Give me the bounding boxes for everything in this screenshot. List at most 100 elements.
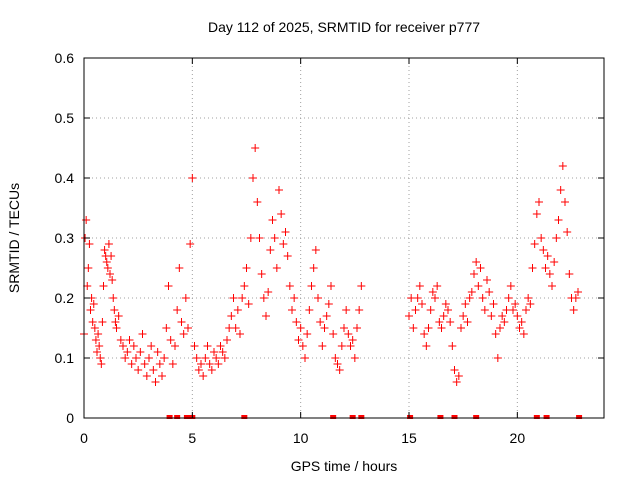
data-point (340, 324, 348, 332)
zero-marker (407, 415, 414, 419)
data-point (355, 306, 364, 314)
data-point (107, 252, 116, 260)
data-point (444, 306, 452, 314)
data-point (270, 234, 279, 242)
data-point (548, 282, 556, 290)
data-point (493, 354, 502, 362)
data-point (517, 318, 526, 326)
y-tick-label: 0.4 (55, 170, 75, 186)
zero-marker (174, 415, 181, 419)
data-point (188, 174, 197, 182)
data-point (420, 330, 429, 338)
data-point (190, 342, 199, 350)
data-point (342, 306, 351, 314)
data-point (251, 144, 260, 152)
y-axis-label: SRMTID / TECUs (6, 183, 22, 293)
zero-marker (576, 415, 583, 419)
data-point (181, 294, 190, 302)
x-tick-label: 10 (293, 430, 309, 446)
data-point (194, 366, 203, 374)
zero-marker (451, 415, 458, 419)
data-point (82, 216, 91, 224)
zero-marker (358, 415, 365, 419)
data-point (480, 306, 489, 314)
data-point (272, 264, 281, 272)
data-point (205, 360, 214, 368)
data-point (83, 282, 92, 290)
data-point (541, 264, 550, 272)
data-point (281, 228, 290, 236)
data-point (227, 312, 236, 320)
data-point (99, 282, 108, 290)
data-point (331, 354, 340, 362)
data-point (132, 354, 140, 362)
data-point (327, 282, 335, 290)
data-point (84, 264, 93, 272)
data-point (192, 354, 201, 362)
data-point (563, 228, 572, 236)
data-point (218, 348, 227, 356)
data-point (93, 348, 101, 356)
data-point (268, 216, 277, 224)
data-point (515, 324, 524, 332)
data-point (153, 348, 162, 356)
y-tick-label: 0.5 (55, 110, 75, 126)
data-point (160, 354, 169, 362)
data-point (290, 294, 299, 302)
data-point (461, 300, 470, 308)
data-point (422, 342, 431, 350)
data-point (168, 360, 177, 368)
data-point (509, 306, 517, 314)
data-point (114, 312, 123, 320)
data-point (186, 240, 195, 248)
data-point (411, 306, 420, 314)
data-point (474, 282, 483, 290)
zero-marker (349, 415, 356, 419)
data-point (441, 300, 450, 308)
data-point (104, 240, 113, 248)
data-point (554, 216, 563, 224)
data-point (116, 336, 125, 344)
zero-marker (473, 415, 480, 419)
data-point (413, 294, 422, 302)
data-point (465, 294, 474, 302)
data-point (428, 288, 437, 296)
data-point (233, 306, 242, 314)
data-point (491, 330, 500, 338)
data-point (526, 300, 535, 308)
data-point (467, 288, 476, 296)
data-point (177, 318, 186, 326)
data-point (504, 294, 513, 302)
data-point (537, 234, 546, 242)
zero-marker (241, 415, 248, 419)
y-tick-label: 0.1 (55, 350, 75, 366)
data-point (437, 324, 446, 332)
data-point (283, 252, 292, 260)
data-point (459, 312, 468, 320)
data-point (426, 306, 435, 314)
zero-marker (543, 415, 550, 419)
data-point (108, 276, 117, 284)
data-point (357, 282, 366, 290)
data-point (545, 270, 554, 278)
data-point (255, 234, 264, 242)
data-point (246, 234, 255, 242)
data-point (158, 372, 166, 380)
data-point (238, 294, 247, 302)
data-point (288, 306, 296, 314)
data-point (253, 198, 262, 206)
zero-marker (437, 415, 444, 419)
data-point (528, 264, 537, 272)
data-point (129, 342, 138, 350)
data-point (257, 270, 266, 278)
data-point (301, 354, 309, 362)
data-point (266, 246, 275, 254)
x-tick-label: 0 (80, 430, 88, 446)
data-point (242, 264, 251, 272)
grid-lines (84, 58, 604, 418)
data-point (409, 324, 418, 332)
data-point (511, 300, 520, 308)
data-point (112, 324, 121, 332)
zero-marker (533, 415, 540, 419)
